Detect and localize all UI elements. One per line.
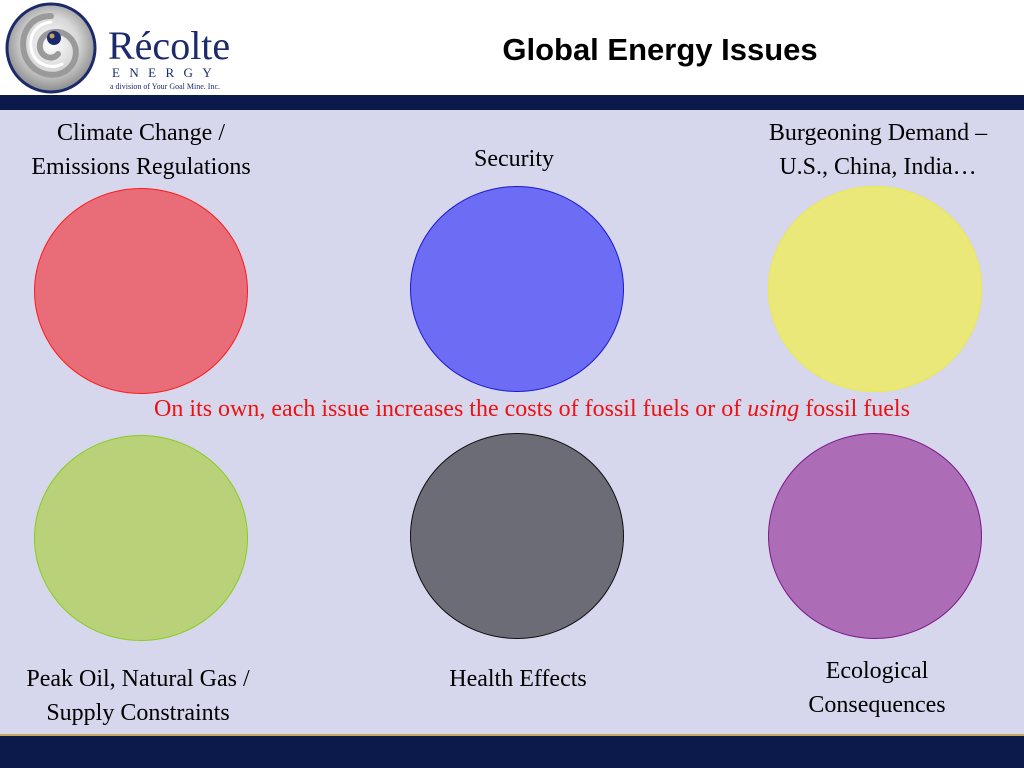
health-effects-circle xyxy=(410,433,624,639)
ecological-consequences-circle xyxy=(768,433,982,639)
issue-label-ecological-consequences: Ecological Consequences xyxy=(808,658,946,718)
issue-label-security: Security xyxy=(474,146,554,172)
peak-oil-circle xyxy=(34,435,248,641)
swirl-logo-icon xyxy=(5,2,97,94)
issue-label-burgeoning-demand: Burgeoning Demand – U.S., China, India… xyxy=(768,120,988,180)
key-statement: On its own, each issue increases the cos… xyxy=(154,396,910,422)
logo-tagline: a division of Your Goal Mine. Inc. xyxy=(110,82,220,91)
slide-title: Global Energy Issues xyxy=(502,32,818,67)
security-circle xyxy=(410,186,624,392)
climate-change-circle xyxy=(34,188,248,394)
issue-label-health-effects: Health Effects xyxy=(449,666,587,692)
recolte-logo: Récolte ENERGY a division of Your Goal M… xyxy=(2,2,242,94)
burgeoning-demand-circle xyxy=(768,186,982,392)
logo-subtitle: ENERGY xyxy=(112,65,222,80)
issue-label-peak-oil: Peak Oil, Natural Gas / Supply Constrain… xyxy=(26,666,250,726)
issue-label-climate-change: Climate Change / Emissions Regulations xyxy=(31,120,251,180)
logo-name: Récolte xyxy=(108,23,231,68)
header-divider-bar xyxy=(0,95,1024,110)
slide-header: Récolte ENERGY a division of Your Goal M… xyxy=(0,0,1024,95)
footer-bar xyxy=(0,734,1024,768)
